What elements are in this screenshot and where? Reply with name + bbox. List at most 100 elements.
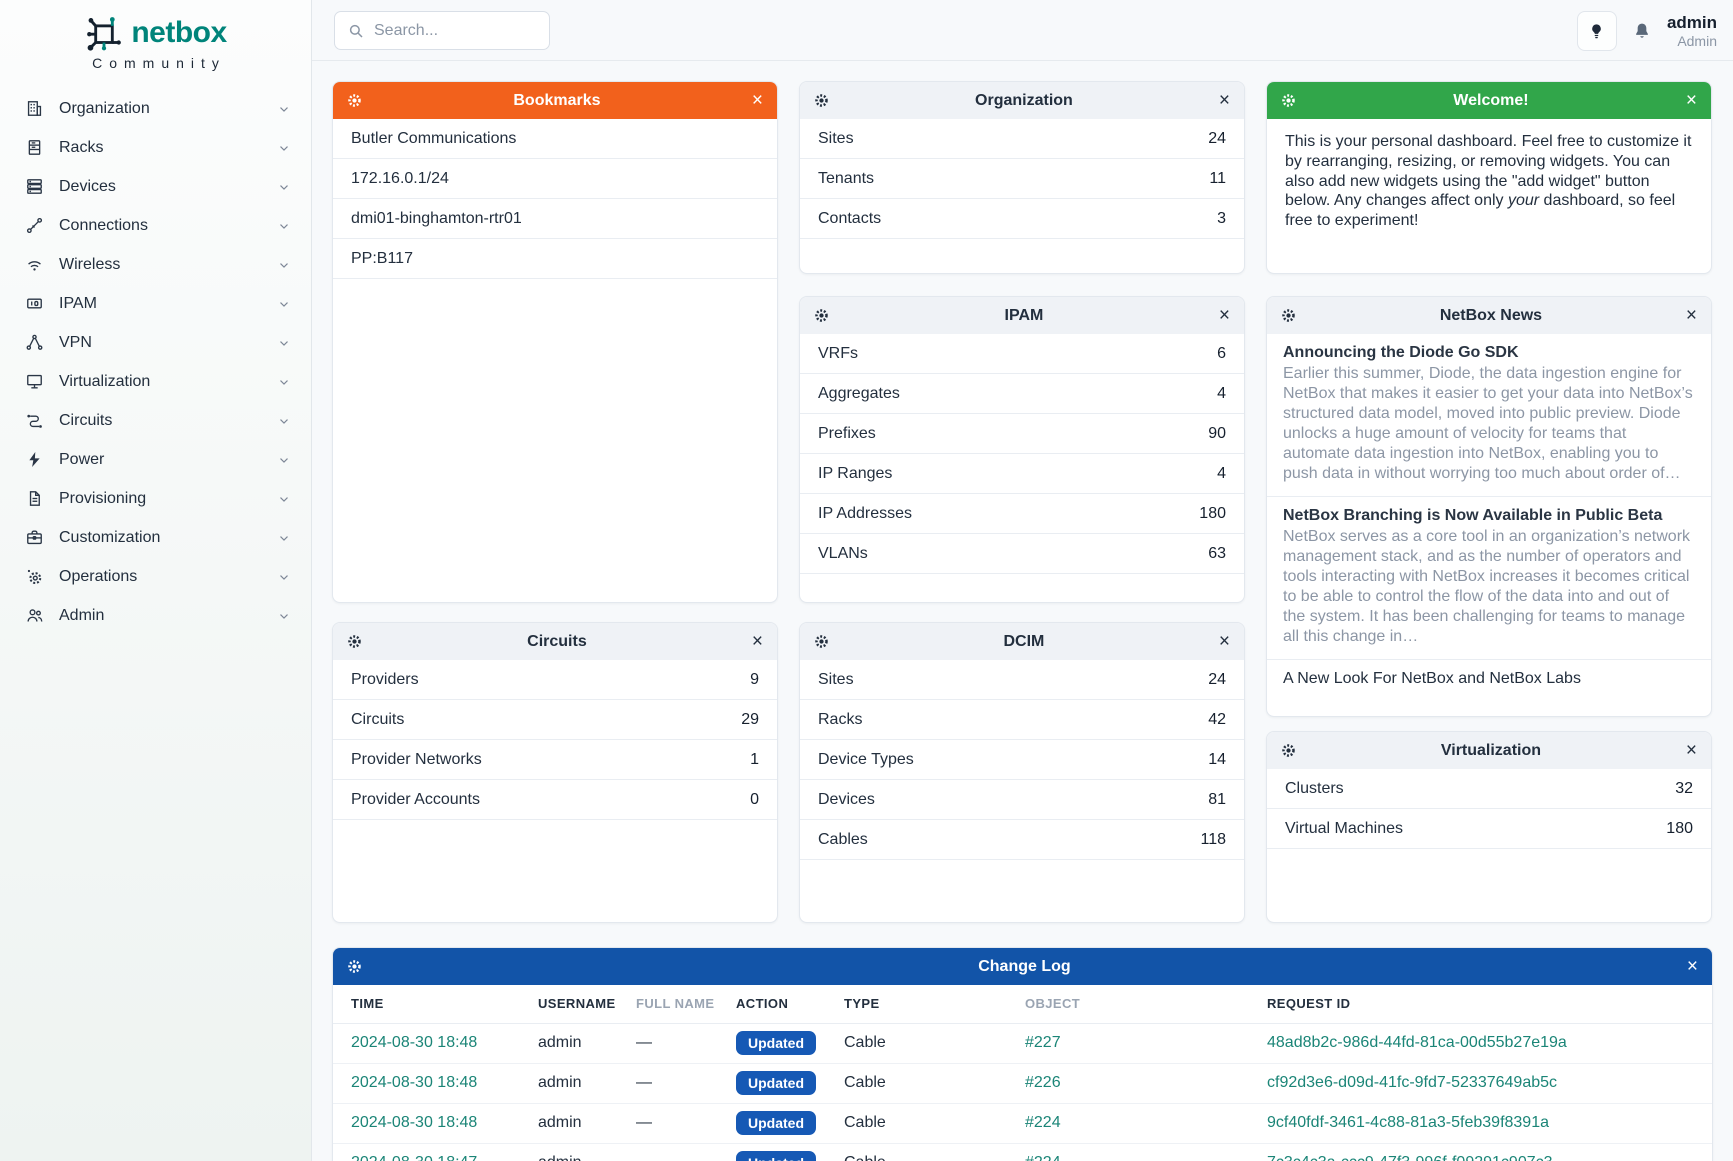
changelog-time-link[interactable]: 2024-08-30 18:48 xyxy=(351,1074,478,1091)
changelog-time-link[interactable]: 2024-08-30 18:47 xyxy=(351,1154,477,1161)
stat-link[interactable]: VLANs xyxy=(818,544,868,562)
sidebar-item-devices[interactable]: Devices xyxy=(0,167,311,206)
sidebar-item-vpn[interactable]: VPN xyxy=(0,323,311,362)
changelog-time-link[interactable]: 2024-08-30 18:48 xyxy=(351,1114,478,1131)
widget-config-button[interactable] xyxy=(1279,91,1298,110)
bookmark-link[interactable]: Butler Communications xyxy=(351,129,517,147)
search-box[interactable] xyxy=(334,11,550,50)
search-input[interactable] xyxy=(374,21,537,40)
sidebar-item-wireless[interactable]: Wireless xyxy=(0,245,311,284)
changelog-object-link[interactable]: #226 xyxy=(1025,1074,1061,1091)
widget-config-button[interactable] xyxy=(1279,306,1298,325)
toolbox-icon xyxy=(24,528,44,548)
changelog-full-name: — xyxy=(636,1023,736,1064)
news-title-link[interactable]: A New Look For NetBox and NetBox Labs xyxy=(1283,670,1581,687)
stat-link[interactable]: Device Types xyxy=(818,750,914,768)
stat-link[interactable]: Prefixes xyxy=(818,424,876,442)
route-icon xyxy=(24,411,44,431)
stat-row: Devices 81 xyxy=(800,780,1244,820)
widget-close-icon[interactable]: × xyxy=(1685,90,1697,111)
widget-close-icon[interactable]: × xyxy=(1218,305,1230,326)
stat-link[interactable]: Providers xyxy=(351,670,419,688)
changelog-object-link[interactable]: #227 xyxy=(1025,1034,1061,1051)
widget-close-icon[interactable]: × xyxy=(1685,305,1697,326)
bookmark-link[interactable]: PP:B117 xyxy=(351,249,413,267)
changelog-object-link[interactable]: #224 xyxy=(1025,1114,1061,1131)
stat-link[interactable]: Sites xyxy=(818,670,854,688)
stat-link[interactable]: Sites xyxy=(818,129,854,147)
widget-config-button[interactable] xyxy=(812,632,831,651)
sidebar-item-customization[interactable]: Customization xyxy=(0,518,311,557)
widget-close-icon[interactable]: × xyxy=(751,631,763,652)
widget-close-icon[interactable]: × xyxy=(751,90,763,111)
stat-link[interactable]: Racks xyxy=(818,710,863,728)
stat-row: Tenants 11 xyxy=(800,159,1244,199)
widget-close-icon[interactable]: × xyxy=(1686,956,1698,977)
stat-value: 1 xyxy=(750,750,759,768)
news-title-link[interactable]: Announcing the Diode Go SDK xyxy=(1283,344,1519,361)
stat-link[interactable]: Clusters xyxy=(1285,779,1344,797)
sidebar-item-operations[interactable]: Operations xyxy=(0,557,311,596)
widget-close-icon[interactable]: × xyxy=(1685,740,1697,761)
widget-close-icon[interactable]: × xyxy=(1218,90,1230,111)
changelog-request-id-link[interactable]: 48ad8b2c-986d-44fd-81ca-00d55b27e19a xyxy=(1267,1034,1567,1051)
stat-value: 90 xyxy=(1208,424,1226,442)
users-icon xyxy=(24,606,44,626)
changelog-request-id-link[interactable]: 9cf40fdf-3461-4c88-81a3-5feb39f8391a xyxy=(1267,1114,1549,1131)
column-header-full-name: FULL NAME xyxy=(636,985,736,1024)
sidebar-item-label: Customization xyxy=(59,528,161,546)
widget-config-button[interactable] xyxy=(345,632,364,651)
stat-link[interactable]: Circuits xyxy=(351,710,405,728)
sidebar-item-provisioning[interactable]: Provisioning xyxy=(0,479,311,518)
sidebar-item-circuits[interactable]: Circuits xyxy=(0,401,311,440)
sidebar-item-power[interactable]: Power xyxy=(0,440,311,479)
widget-welcome: Welcome! × This is your personal dashboa… xyxy=(1266,81,1712,274)
news-item: NetBox Branching is Now Available in Pub… xyxy=(1267,497,1711,660)
bookmark-link[interactable]: dmi01-binghamton-rtr01 xyxy=(351,209,522,227)
stat-row: Sites 24 xyxy=(800,119,1244,159)
sidebar-item-racks[interactable]: Racks xyxy=(0,128,311,167)
widget-organization: Organization × Sites 24 Tenants 11 Contact… xyxy=(799,81,1245,274)
stat-link[interactable]: Virtual Machines xyxy=(1285,819,1403,837)
changelog-request-id-link[interactable]: 7c3c4c3a-ccc9-47f3-996f-f09291c907c3 xyxy=(1267,1154,1553,1161)
theme-toggle-button[interactable] xyxy=(1576,11,1617,51)
stat-link[interactable]: Provider Networks xyxy=(351,750,482,768)
widget-title: Change Log xyxy=(978,957,1071,975)
widget-title: IPAM xyxy=(1004,306,1044,324)
notifications-button[interactable] xyxy=(1632,21,1652,41)
widget-config-button[interactable] xyxy=(1279,741,1298,760)
widget-config-button[interactable] xyxy=(345,957,364,976)
stat-link[interactable]: IP Addresses xyxy=(818,504,912,522)
stat-link[interactable]: Cables xyxy=(818,830,868,848)
widget-config-button[interactable] xyxy=(812,91,831,110)
stat-row: IP Ranges 4 xyxy=(800,454,1244,494)
widget-title: NetBox News xyxy=(1439,306,1543,324)
changelog-time-link[interactable]: 2024-08-30 18:48 xyxy=(351,1034,478,1051)
stat-link[interactable]: Contacts xyxy=(818,209,882,227)
widget-config-button[interactable] xyxy=(345,91,364,110)
sidebar-item-virtualization[interactable]: Virtualization xyxy=(0,362,311,401)
change-log-table: TIME USERNAME FULL NAME ACTION TYPE OBJE… xyxy=(333,985,1712,1161)
sidebar-item-admin[interactable]: Admin xyxy=(0,596,311,635)
brand-logo[interactable]: netbox Community xyxy=(0,0,311,71)
stat-link[interactable]: IP Ranges xyxy=(818,464,893,482)
bell-icon xyxy=(1632,21,1652,41)
stat-link[interactable]: Tenants xyxy=(818,169,875,187)
stat-link[interactable]: Devices xyxy=(818,790,875,808)
news-title-link[interactable]: NetBox Branching is Now Available in Pub… xyxy=(1283,507,1663,524)
lightbulb-icon xyxy=(1587,22,1606,41)
user-menu[interactable]: admin Admin xyxy=(1667,13,1717,49)
bookmark-link[interactable]: 172.16.0.1/24 xyxy=(351,169,449,187)
stat-value: 81 xyxy=(1208,790,1226,808)
sidebar-item-organization[interactable]: Organization xyxy=(0,89,311,128)
sidebar-item-ipam[interactable]: IPAM xyxy=(0,284,311,323)
changelog-object-link[interactable]: #224 xyxy=(1025,1154,1061,1161)
stat-link[interactable]: Provider Accounts xyxy=(351,790,480,808)
widget-config-button[interactable] xyxy=(812,306,831,325)
widget-close-icon[interactable]: × xyxy=(1218,631,1230,652)
sidebar-item-label: Circuits xyxy=(59,411,113,429)
stat-link[interactable]: Aggregates xyxy=(818,384,900,402)
stat-link[interactable]: VRFs xyxy=(818,344,858,362)
changelog-request-id-link[interactable]: cf92d3e6-d09d-41fc-9fd7-52337649ab5c xyxy=(1267,1074,1558,1091)
sidebar-item-connections[interactable]: Connections xyxy=(0,206,311,245)
